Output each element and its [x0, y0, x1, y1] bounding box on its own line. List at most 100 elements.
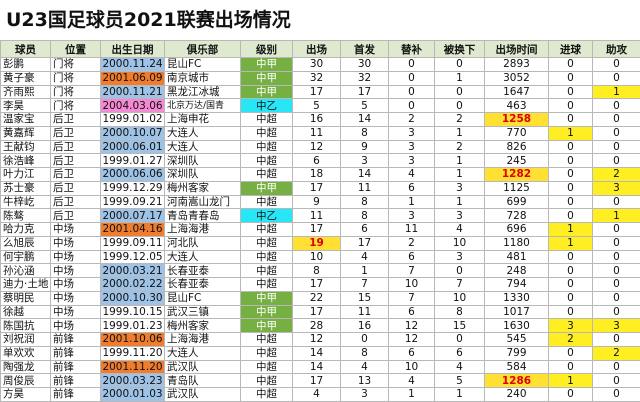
table-cell: 前锋 — [51, 388, 101, 402]
table-cell: 481 — [485, 250, 549, 264]
table-cell: 1 — [435, 168, 485, 182]
table-cell: 0 — [593, 99, 640, 113]
header-cell: 出场 — [293, 41, 341, 58]
table-cell: 11 — [293, 209, 341, 223]
table-cell: 0 — [341, 333, 389, 347]
table-cell: 前锋 — [51, 360, 101, 374]
table-cell: 696 — [485, 223, 549, 237]
table-cell: 5 — [341, 99, 389, 113]
table-cell: 1 — [435, 195, 485, 209]
table-cell: 1 — [593, 209, 640, 223]
table-cell: 中超 — [241, 333, 293, 347]
table-cell: 0 — [435, 264, 485, 278]
table-cell: 0 — [593, 374, 640, 388]
table-cell: 17 — [293, 278, 341, 292]
table-cell: 0 — [549, 250, 593, 264]
table-cell: 3 — [341, 154, 389, 168]
table-cell: 3 — [593, 319, 640, 333]
table-cell: 2000.10.07 — [101, 126, 165, 140]
table-cell: 1999.01.02 — [101, 113, 165, 127]
table-cell: 上海海港 — [165, 223, 241, 237]
table-cell: 6 — [435, 346, 485, 360]
table-cell: 6 — [293, 154, 341, 168]
table-cell: 12 — [389, 319, 435, 333]
table-cell: 中超 — [241, 346, 293, 360]
table-cell: 2001.11.20 — [101, 360, 165, 374]
table-cell: 0 — [389, 99, 435, 113]
header-cell: 级别 — [241, 41, 293, 58]
table-cell: 单欢欢 — [1, 346, 51, 360]
table-cell: 15 — [341, 291, 389, 305]
table-cell: 30 — [341, 58, 389, 72]
table-cell: 3 — [435, 181, 485, 195]
table-cell: 6 — [389, 181, 435, 195]
table-cell: 1 — [435, 388, 485, 402]
table-cell: 中乙 — [241, 209, 293, 223]
table-cell: 中场 — [51, 264, 101, 278]
table-cell: 799 — [485, 346, 549, 360]
table-cell: 0 — [593, 71, 640, 85]
table-cell: 南京城市 — [165, 71, 241, 85]
table-cell: 中超 — [241, 250, 293, 264]
header-row: 球员位置出生日期俱乐部级别出场首发替补被换下出场时间进球助攻 — [1, 41, 640, 58]
table-cell: 2 — [593, 346, 640, 360]
table-cell: 7 — [389, 264, 435, 278]
table-cell: 1 — [549, 126, 593, 140]
table-cell: 8 — [341, 346, 389, 360]
table-cell: 1630 — [485, 319, 549, 333]
table-cell: 11 — [293, 126, 341, 140]
table-cell: 10 — [435, 291, 485, 305]
table-cell: 中甲 — [241, 85, 293, 99]
table-cell: 0 — [549, 209, 593, 223]
table-cell: 么旭辰 — [1, 236, 51, 250]
table-cell: 中场 — [51, 250, 101, 264]
table-cell: 0 — [593, 360, 640, 374]
table-cell: 15 — [435, 319, 485, 333]
table-cell: 1258 — [485, 113, 549, 127]
table-cell: 16 — [341, 319, 389, 333]
table-cell: 0 — [593, 195, 640, 209]
table-cell: 0 — [593, 126, 640, 140]
table-cell: 河南嵩山龙门 — [165, 195, 241, 209]
table-cell: 7 — [341, 278, 389, 292]
table-cell: 0 — [549, 99, 593, 113]
table-cell: 中超 — [241, 168, 293, 182]
table-cell: 叶力江 — [1, 168, 51, 182]
table-cell: 2001.10.06 — [101, 333, 165, 347]
table-cell: 826 — [485, 140, 549, 154]
table-cell: 1180 — [485, 236, 549, 250]
table-cell: 上海海港 — [165, 333, 241, 347]
table-cell: 中甲 — [241, 305, 293, 319]
table-cell: 0 — [549, 113, 593, 127]
table-cell: 2 — [549, 333, 593, 347]
table-cell: 李昊 — [1, 99, 51, 113]
table-cell: 大连人 — [165, 126, 241, 140]
table-cell: 黑龙江冰城 — [165, 85, 241, 99]
table-cell: 0 — [549, 58, 593, 72]
table-cell: 6 — [389, 250, 435, 264]
table-cell: 14 — [293, 346, 341, 360]
table-cell: 门将 — [51, 71, 101, 85]
title: U23国足球员2021联赛出场情况 — [0, 0, 640, 40]
table-cell: 2 — [435, 140, 485, 154]
table-cell: 刘祝润 — [1, 333, 51, 347]
header-cell: 俱乐部 — [165, 41, 241, 58]
table-cell: 长春亚泰 — [165, 264, 241, 278]
table-cell: 2893 — [485, 58, 549, 72]
table-cell: 后卫 — [51, 126, 101, 140]
table-cell: 1999.09.21 — [101, 195, 165, 209]
table-cell: 1999.01.27 — [101, 154, 165, 168]
table-cell: 中场 — [51, 236, 101, 250]
table-cell: 0 — [549, 195, 593, 209]
table-cell: 1 — [389, 195, 435, 209]
table-cell: 17 — [293, 374, 341, 388]
table-cell: 728 — [485, 209, 549, 223]
table-cell: 17 — [293, 223, 341, 237]
table-cell: 2000.07.17 — [101, 209, 165, 223]
